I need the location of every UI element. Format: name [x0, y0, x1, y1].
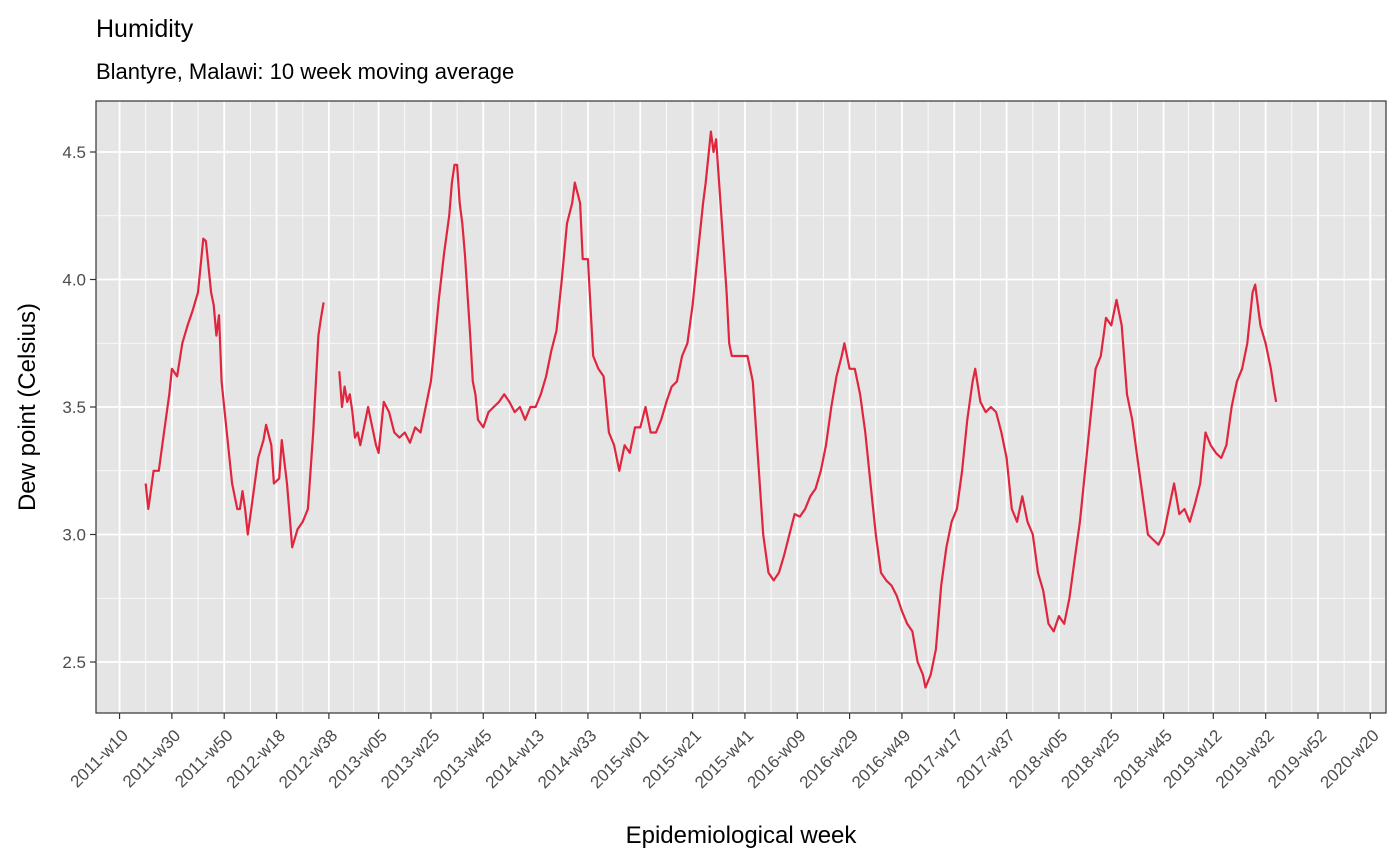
- x-axis-title: Epidemiological week: [626, 822, 858, 849]
- y-axis: 2.5 3.0 3.5 4.0 4.5: [62, 143, 96, 672]
- series-line-segment-2: [338, 130, 1278, 689]
- series-line-segment-1: [144, 237, 325, 549]
- x-axis: 2011-w102011-w302011-w502012-w182012-w38…: [67, 713, 1383, 792]
- y-axis-title: Dew point (Celsius): [14, 303, 41, 511]
- chart-title: Humidity: [96, 15, 194, 43]
- y-tick-label: 4.0: [62, 271, 86, 290]
- y-tick-label: 2.5: [62, 653, 86, 672]
- y-tick-label: 4.5: [62, 143, 86, 162]
- chart-subtitle: Blantyre, Malawi: 10 week moving average: [96, 59, 514, 84]
- y-tick-label: 3.0: [62, 526, 86, 545]
- y-tick-label: 3.5: [62, 398, 86, 417]
- series-layer: [144, 130, 1278, 689]
